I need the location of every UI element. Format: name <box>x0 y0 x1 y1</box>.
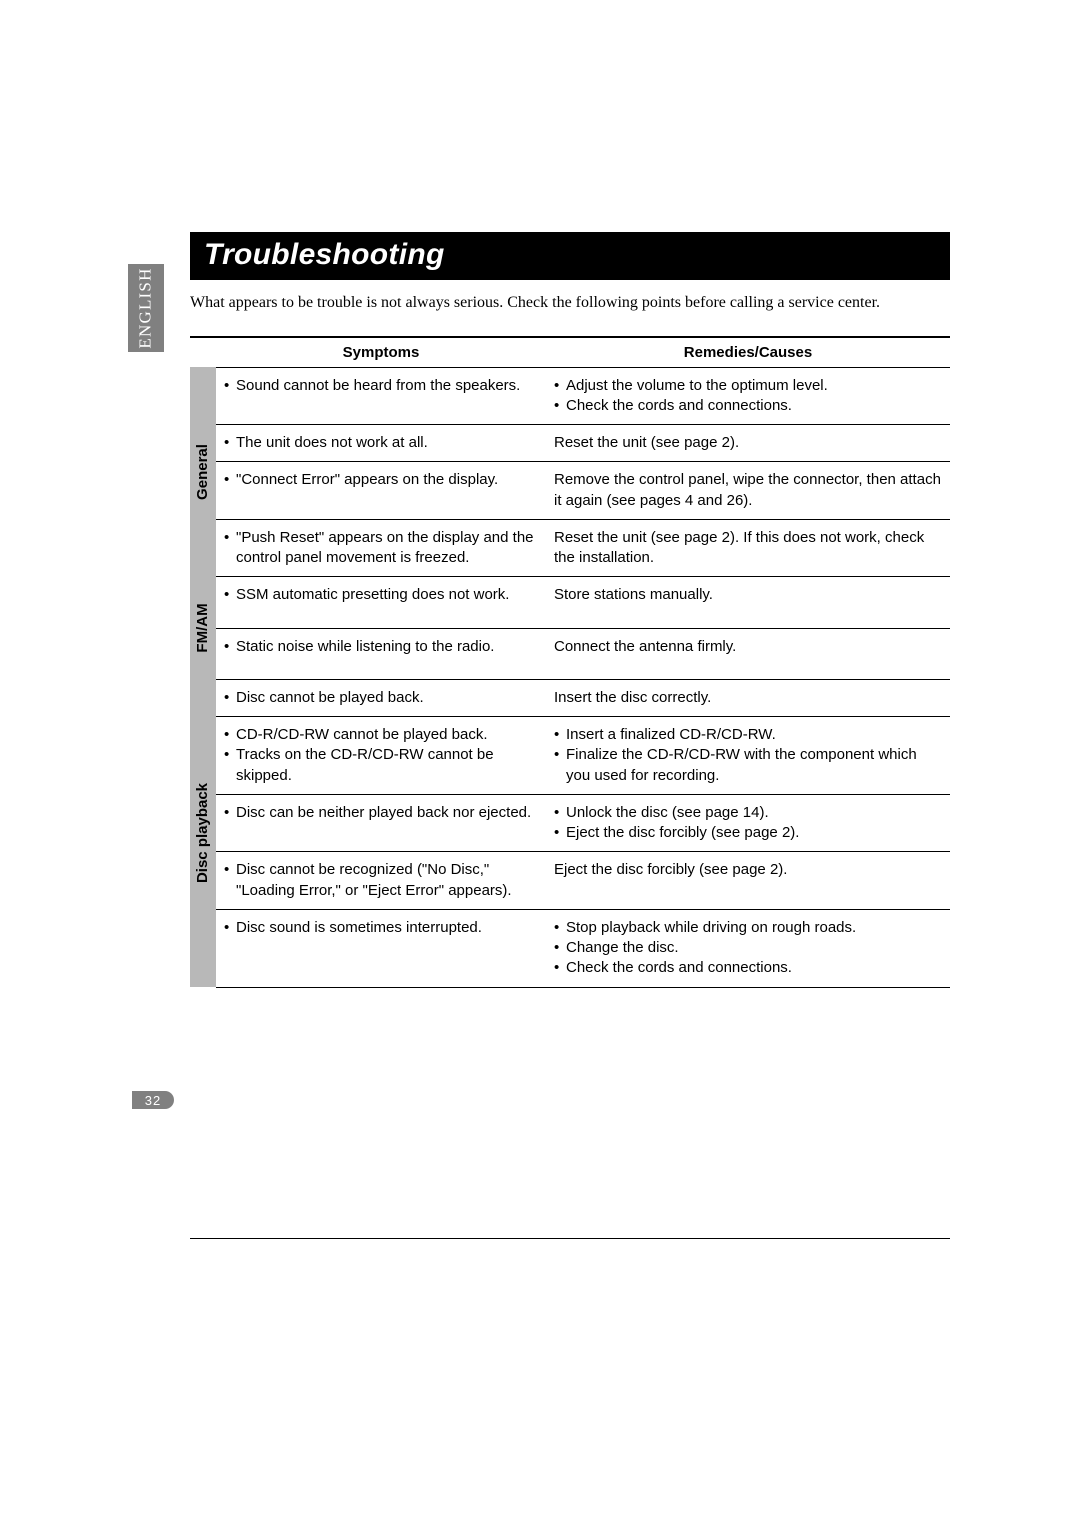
remedy-item: Finalize the CD-R/CD-RW with the compone… <box>552 745 942 786</box>
symptom-cell: Disc cannot be played back. <box>216 679 546 716</box>
troubleshooting-table: Symptoms Remedies/Causes General Sound c… <box>190 336 950 988</box>
remedy-cell: Insert a finalized CD-R/CD-RW. Finalize … <box>546 717 950 795</box>
header-remedies: Remedies/Causes <box>546 337 950 368</box>
remedy-cell: Connect the antenna firmly. <box>546 628 950 679</box>
symptom-cell: Disc sound is sometimes interrupted. <box>216 909 546 987</box>
table-row: Disc cannot be recognized ("No Disc," "L… <box>190 852 950 910</box>
symptom-item: Tracks on the CD-R/CD-RW cannot be skipp… <box>222 745 538 786</box>
remedy-cell: Eject the disc forcibly (see page 2). <box>546 852 950 910</box>
remedy-cell: Unlock the disc (see page 14). Eject the… <box>546 794 950 852</box>
symptom-item: CD-R/CD-RW cannot be played back. <box>222 725 538 745</box>
remedy-cell: Reset the unit (see page 2). <box>546 425 950 462</box>
category-cell-fmam: FM/AM <box>190 577 216 680</box>
symptom-cell: CD-R/CD-RW cannot be played back. Tracks… <box>216 717 546 795</box>
symptom-cell: Sound cannot be heard from the speakers. <box>216 367 546 425</box>
table-row: CD-R/CD-RW cannot be played back. Tracks… <box>190 717 950 795</box>
category-label: Disc playback <box>193 783 213 883</box>
category-cell-general: General <box>190 367 216 577</box>
intro-text: What appears to be trouble is not always… <box>190 292 950 314</box>
page-title: Troubleshooting <box>204 238 936 272</box>
symptom-cell: "Connect Error" appears on the display. <box>216 462 546 520</box>
symptom-item: Disc can be neither played back nor ejec… <box>222 803 538 823</box>
page-number-badge: 32 <box>132 1091 174 1109</box>
page-content: Troubleshooting What appears to be troub… <box>130 232 950 1239</box>
header-symptoms: Symptoms <box>216 337 546 368</box>
table-row: Static noise while listening to the radi… <box>190 628 950 679</box>
table-row: Disc sound is sometimes interrupted. Sto… <box>190 909 950 987</box>
remedy-item: Unlock the disc (see page 14). <box>552 803 942 823</box>
symptom-item: Sound cannot be heard from the speakers. <box>222 376 538 396</box>
table-row: "Push Reset" appears on the display and … <box>190 519 950 577</box>
remedy-cell: Store stations manually. <box>546 577 950 628</box>
remedy-cell: Reset the unit (see page 2). If this doe… <box>546 519 950 577</box>
remedy-cell: Stop playback while driving on rough roa… <box>546 909 950 987</box>
table-row: Disc playback Disc cannot be played back… <box>190 679 950 716</box>
category-cell-disc: Disc playback <box>190 679 216 987</box>
remedy-item: Change the disc. <box>552 938 942 958</box>
remedy-item: Check the cords and connections. <box>552 396 942 416</box>
symptom-cell: SSM automatic presetting does not work. <box>216 577 546 628</box>
symptom-item: Disc cannot be played back. <box>222 688 538 708</box>
remedy-cell: Insert the disc correctly. <box>546 679 950 716</box>
troubleshooting-table-wrap: Symptoms Remedies/Causes General Sound c… <box>190 336 950 988</box>
symptom-item: Static noise while listening to the radi… <box>222 637 538 657</box>
footer-rule <box>190 1238 950 1239</box>
remedy-item: Adjust the volume to the optimum level. <box>552 376 942 396</box>
category-label: FM/AM <box>193 604 213 653</box>
page-number: 32 <box>145 1093 161 1108</box>
table-row: "Connect Error" appears on the display. … <box>190 462 950 520</box>
header-category <box>190 337 216 368</box>
table-row: The unit does not work at all. Reset the… <box>190 425 950 462</box>
symptom-item: The unit does not work at all. <box>222 433 538 453</box>
symptom-item: Disc sound is sometimes interrupted. <box>222 918 538 938</box>
symptom-cell: The unit does not work at all. <box>216 425 546 462</box>
symptom-item: Disc cannot be recognized ("No Disc," "L… <box>222 860 538 901</box>
symptom-cell: Disc can be neither played back nor ejec… <box>216 794 546 852</box>
title-bar: Troubleshooting <box>190 232 950 280</box>
remedy-item: Insert a finalized CD-R/CD-RW. <box>552 725 942 745</box>
table-row: Disc can be neither played back nor ejec… <box>190 794 950 852</box>
remedy-item: Eject the disc forcibly (see page 2). <box>552 823 942 843</box>
symptom-cell: "Push Reset" appears on the display and … <box>216 519 546 577</box>
category-label: General <box>193 444 213 500</box>
table-row: General Sound cannot be heard from the s… <box>190 367 950 425</box>
remedy-item: Check the cords and connections. <box>552 958 942 978</box>
symptom-cell: Static noise while listening to the radi… <box>216 628 546 679</box>
symptom-item: SSM automatic presetting does not work. <box>222 585 538 605</box>
table-header-row: Symptoms Remedies/Causes <box>190 337 950 368</box>
remedy-cell: Adjust the volume to the optimum level. … <box>546 367 950 425</box>
remedy-cell: Remove the control panel, wipe the conne… <box>546 462 950 520</box>
symptom-item: "Connect Error" appears on the display. <box>222 470 538 490</box>
symptom-item: "Push Reset" appears on the display and … <box>222 528 538 569</box>
symptom-cell: Disc cannot be recognized ("No Disc," "L… <box>216 852 546 910</box>
remedy-item: Stop playback while driving on rough roa… <box>552 918 942 938</box>
table-row: FM/AM SSM automatic presetting does not … <box>190 577 950 628</box>
